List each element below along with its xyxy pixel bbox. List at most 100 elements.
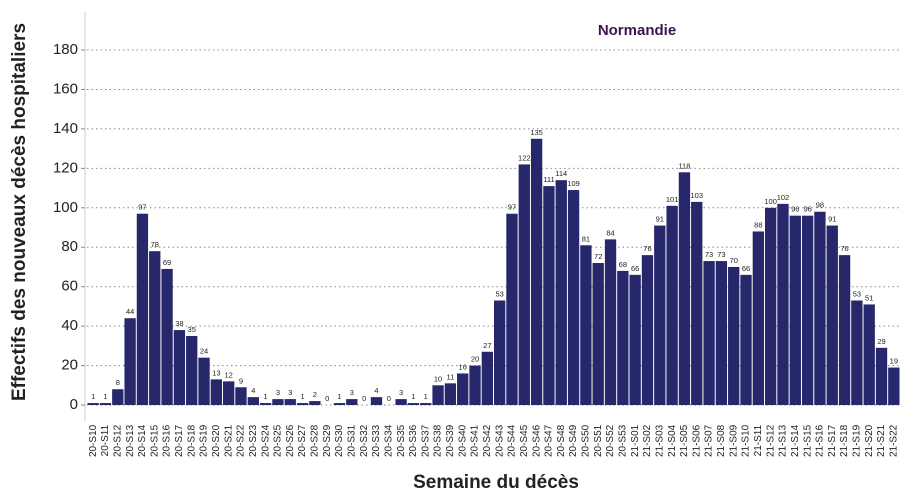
- value-label: 66: [631, 264, 639, 273]
- value-label: 1: [411, 392, 415, 401]
- x-tick-label: 20-S46: [531, 424, 542, 457]
- value-label: 1: [424, 392, 428, 401]
- x-tick-label: 20-S10: [88, 424, 99, 457]
- bar: [715, 261, 728, 406]
- x-tick-label: 20-S44: [507, 424, 518, 457]
- x-tick-label: 21-S14: [790, 424, 801, 457]
- bar: [580, 245, 592, 406]
- x-tick-label: 20-S42: [482, 424, 493, 457]
- bar: [641, 255, 654, 406]
- value-label: 29: [877, 337, 885, 346]
- bar: [555, 180, 567, 406]
- x-tick-label: 20-S30: [334, 424, 345, 457]
- bar: [493, 300, 506, 406]
- x-tick-label: 21-S19: [852, 424, 863, 457]
- value-label: 109: [567, 179, 580, 188]
- value-label: 27: [483, 341, 491, 350]
- value-label: 66: [742, 264, 750, 273]
- value-label: 72: [594, 252, 602, 261]
- x-tick-label: 20-S11: [100, 424, 111, 456]
- value-label: 44: [126, 307, 134, 316]
- value-label: 135: [530, 128, 543, 137]
- value-label: 9: [239, 376, 243, 385]
- value-label: 16: [459, 362, 467, 371]
- x-tick-label: 21-S11: [753, 424, 764, 456]
- bar: [222, 381, 235, 406]
- value-label: 0: [387, 394, 391, 403]
- x-tick-label: 20-S13: [125, 424, 136, 457]
- bar: [87, 403, 99, 406]
- x-tick-label: 20-S27: [297, 424, 308, 457]
- value-label: 114: [555, 169, 567, 178]
- x-tick-label: 21-S01: [630, 424, 641, 457]
- value-label: 111: [543, 175, 554, 184]
- value-label: 1: [337, 392, 341, 401]
- x-tick-label: 20-S34: [383, 424, 394, 457]
- value-label: 68: [619, 260, 627, 269]
- x-tick-label: 20-S22: [236, 424, 247, 457]
- bar: [136, 213, 149, 406]
- bar: [530, 138, 543, 406]
- x-tick-label: 20-S26: [285, 424, 296, 457]
- bar: [112, 389, 124, 406]
- value-label: 73: [705, 250, 713, 259]
- bar: [259, 403, 272, 406]
- bar: [309, 401, 321, 406]
- bar: [247, 397, 259, 406]
- value-label: 102: [777, 193, 790, 202]
- bar: [789, 215, 801, 406]
- x-tick-label: 21-S09: [728, 424, 739, 457]
- x-tick-label: 20-S40: [457, 424, 468, 457]
- x-tick-label: 21-S12: [765, 424, 776, 457]
- x-tick-label: 20-S52: [605, 424, 616, 457]
- bar: [691, 201, 703, 406]
- x-tick-label: 20-S48: [556, 424, 567, 457]
- bar: [604, 239, 617, 406]
- bar: [346, 399, 358, 406]
- x-tick-label: 21-S15: [802, 424, 813, 457]
- value-label: 2: [313, 390, 317, 399]
- value-label: 19: [890, 357, 898, 366]
- x-tick-label: 21-S17: [827, 424, 838, 457]
- bar: [210, 379, 223, 406]
- value-label: 13: [212, 368, 220, 377]
- x-tick-label: 21-S03: [654, 424, 665, 457]
- y-tick-label: 140: [53, 120, 78, 137]
- x-tick-label: 20-S28: [310, 424, 321, 457]
- value-label: 122: [518, 153, 531, 162]
- value-label: 98: [816, 201, 824, 210]
- bar: [198, 357, 210, 406]
- x-tick-label: 20-S14: [137, 424, 148, 457]
- x-tick-label: 20-S37: [420, 424, 431, 457]
- value-label: 53: [495, 289, 503, 298]
- bar: [457, 373, 469, 406]
- x-tick-label: 20-S36: [408, 424, 419, 457]
- bar: [629, 274, 641, 406]
- x-tick-label: 21-S16: [815, 424, 826, 457]
- value-label: 73: [717, 250, 725, 259]
- bar: [592, 263, 604, 406]
- y-tick-label: 180: [53, 41, 78, 58]
- bar: [173, 330, 186, 406]
- bar: [444, 383, 457, 406]
- bar: [186, 335, 198, 406]
- x-tick-label: 20-S15: [149, 424, 160, 457]
- x-tick-label: 21-S08: [716, 424, 727, 457]
- value-label: 70: [730, 256, 738, 265]
- value-label: 20: [471, 355, 479, 364]
- value-label: 3: [350, 388, 354, 397]
- x-tick-label: 20-S50: [581, 424, 592, 457]
- x-tick-label: 20-S35: [396, 424, 407, 457]
- bar: [814, 211, 826, 406]
- bar: [161, 268, 173, 406]
- value-label: 3: [399, 388, 403, 397]
- value-label: 38: [175, 319, 183, 328]
- y-tick-label: 100: [53, 199, 78, 216]
- x-tick-label: 20-S45: [519, 424, 530, 457]
- bar: [875, 347, 888, 406]
- x-tick-label: 20-S16: [162, 424, 173, 457]
- bar: [235, 387, 247, 406]
- x-tick-label: 20-S24: [260, 424, 271, 457]
- x-tick-label: 21-S06: [691, 424, 702, 457]
- y-tick-label: 160: [53, 80, 78, 97]
